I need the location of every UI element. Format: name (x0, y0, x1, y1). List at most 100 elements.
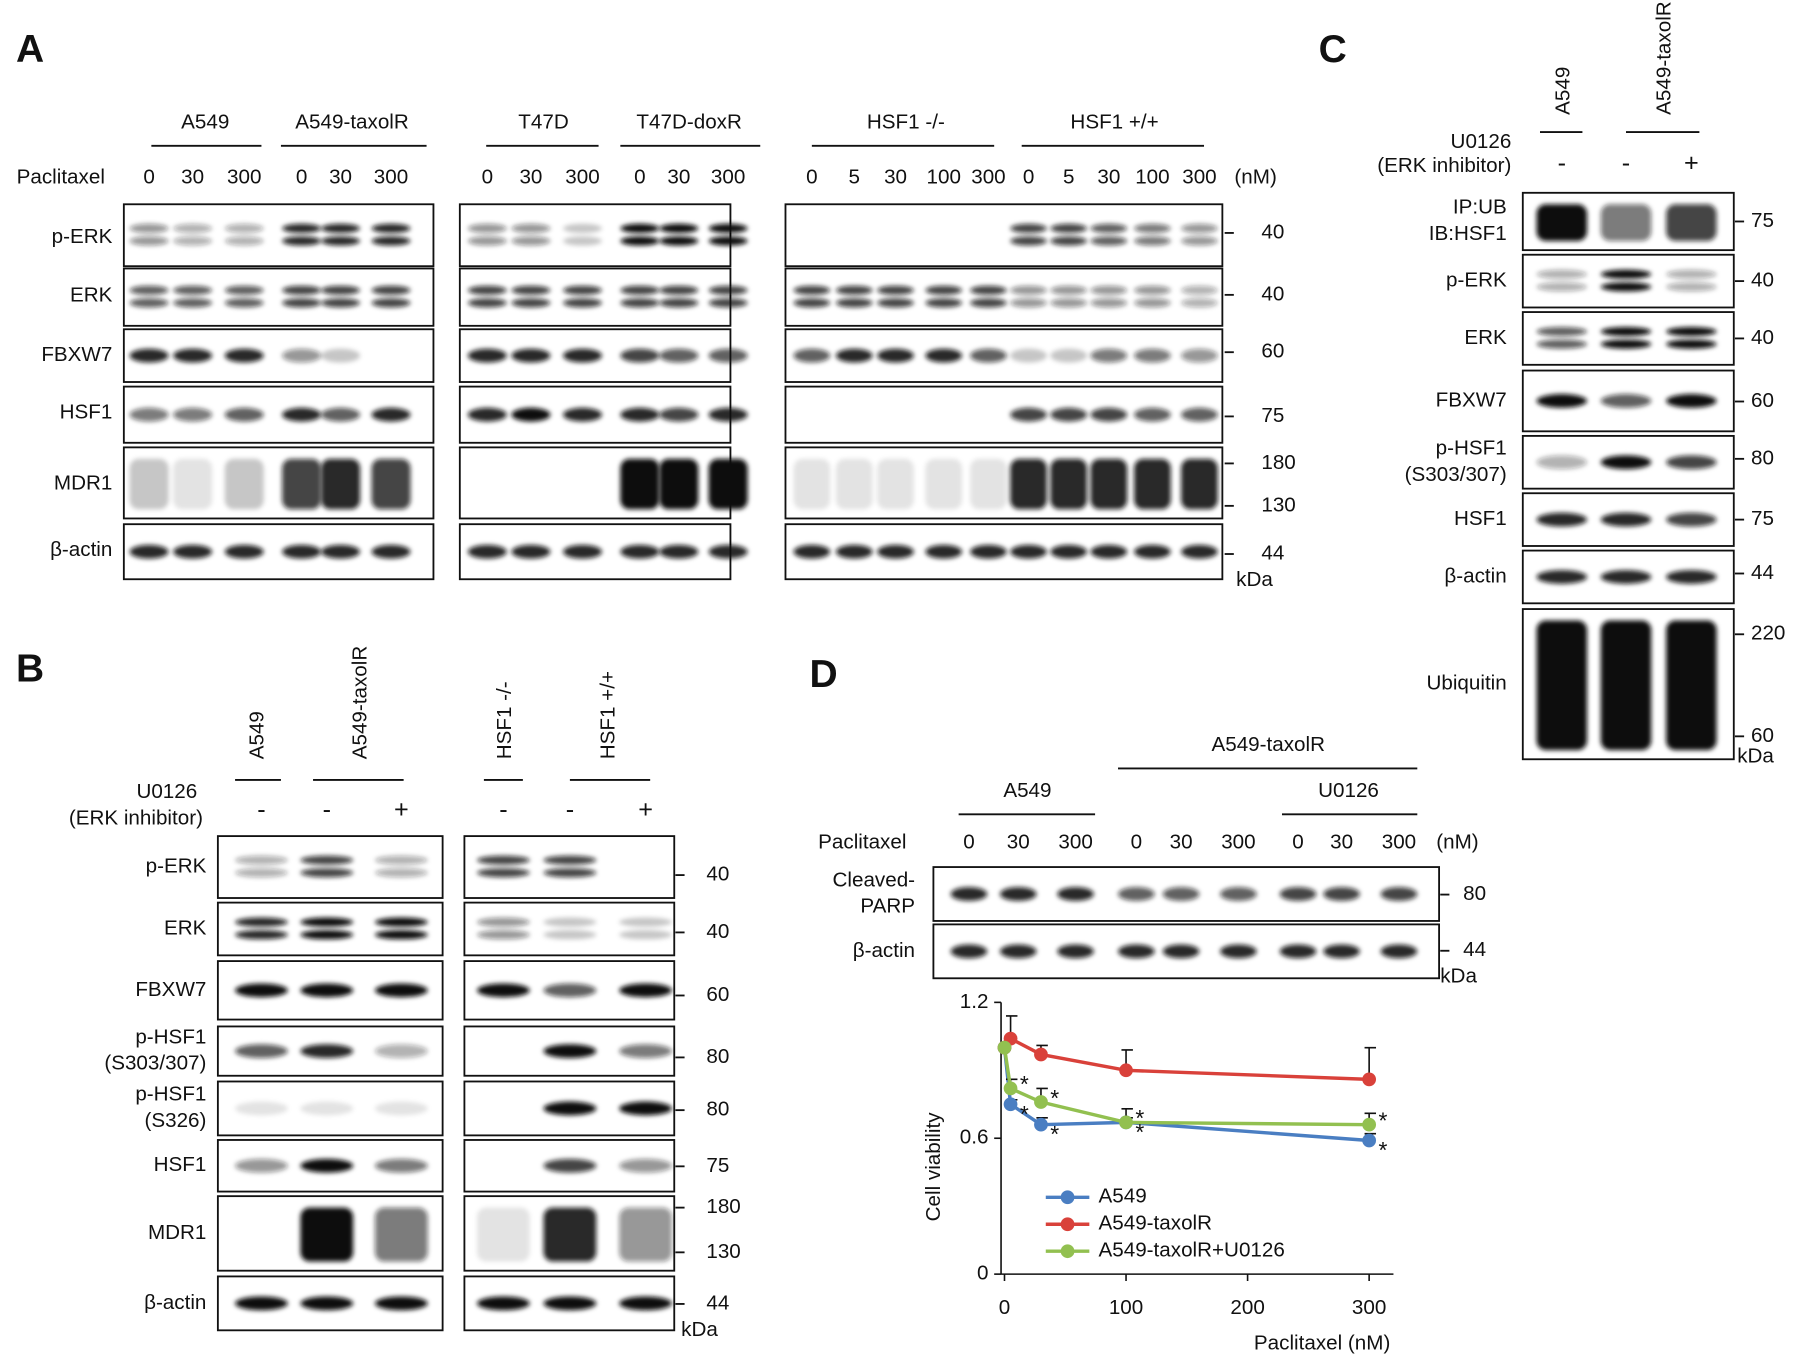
band (1050, 348, 1088, 363)
legend-marker (1060, 1217, 1075, 1232)
panel-label: B (16, 647, 44, 690)
band (282, 223, 322, 233)
band (477, 868, 530, 878)
row-label: FBXW7 (41, 343, 112, 366)
sign: - (257, 796, 265, 824)
band-smear (371, 458, 411, 510)
band (1162, 944, 1200, 959)
band (925, 348, 963, 363)
band (1600, 282, 1652, 292)
band (563, 407, 603, 422)
row-label: FBXW7 (1436, 388, 1507, 411)
dose-label: 300 (227, 165, 261, 188)
band (1090, 236, 1128, 246)
band (999, 944, 1037, 959)
band (224, 285, 264, 295)
dose-label: 300 (565, 165, 599, 188)
band (877, 285, 914, 295)
band (173, 298, 213, 308)
marker-label: 80 (1463, 882, 1486, 905)
dose-label: 300 (1382, 830, 1416, 853)
band-smear (835, 458, 873, 510)
band (300, 930, 354, 940)
treatment-label: Paclitaxel (818, 830, 906, 853)
band (1181, 236, 1218, 246)
band (1600, 269, 1652, 279)
band (1600, 326, 1652, 337)
band (511, 223, 551, 233)
row-label: p-ERK (52, 225, 113, 248)
band (173, 223, 213, 233)
band (708, 544, 748, 559)
band (543, 868, 597, 878)
band (1279, 944, 1317, 959)
band (224, 236, 264, 246)
band (477, 855, 530, 865)
band (467, 298, 507, 308)
inhibitor-label: (ERK inhibitor) (69, 806, 203, 829)
group-label: A549-taxolR (1211, 733, 1325, 756)
band (1600, 394, 1652, 408)
band (1181, 407, 1218, 422)
marker-label: 40 (1751, 269, 1774, 292)
dose-label: 5 (849, 165, 860, 188)
band-smear (374, 1207, 428, 1262)
blot-frame (216, 901, 444, 957)
dose-label: 30 (519, 165, 542, 188)
data-point (1003, 1097, 1018, 1112)
band (563, 285, 603, 295)
band (1220, 887, 1257, 901)
x-tick-label: 200 (1230, 1296, 1264, 1319)
panel-label: D (810, 653, 838, 696)
band (708, 348, 748, 363)
band (282, 298, 322, 308)
dose-label: 300 (374, 165, 408, 188)
data-point (1119, 1063, 1133, 1078)
significance-mark: * (1378, 1107, 1387, 1133)
band (659, 236, 699, 246)
dose-label: 30 (1170, 830, 1193, 853)
band-smear (619, 1207, 672, 1262)
row-label: HSF1 (1454, 507, 1507, 530)
dose-label: 0 (482, 165, 493, 188)
group-label: A549-taxolR (349, 646, 372, 760)
band (511, 285, 551, 295)
marker-label: 80 (706, 1098, 729, 1121)
band (1090, 298, 1128, 308)
band (1010, 298, 1047, 308)
band (235, 1158, 288, 1173)
blot-frame (122, 203, 435, 268)
band (477, 983, 530, 998)
dose-label: 30 (181, 165, 204, 188)
band (374, 930, 428, 940)
band (371, 544, 411, 559)
band (619, 1158, 672, 1173)
blot-frame (458, 203, 732, 268)
band (1536, 269, 1588, 279)
band (925, 544, 963, 559)
band (467, 348, 507, 363)
marker-label: 75 (1751, 209, 1774, 232)
row-label: Ubiquitin (1426, 672, 1506, 695)
band-smear (659, 458, 699, 510)
row-label: IP:UB (1453, 196, 1507, 219)
dose-label: 5 (1063, 165, 1074, 188)
band-smear (300, 1207, 354, 1262)
band (374, 1101, 428, 1116)
band (793, 348, 831, 363)
band (374, 1044, 428, 1058)
marker-label: 180 (1261, 451, 1295, 474)
dose-label: 0 (634, 165, 645, 188)
panel-label: C (1319, 28, 1347, 71)
sign: - (323, 796, 331, 824)
row-label: p-ERK (146, 855, 207, 878)
band (235, 855, 288, 865)
marker-label: 80 (1751, 446, 1774, 469)
group-label: T47D (518, 110, 568, 133)
marker-unit: kDa (1236, 568, 1273, 591)
band (129, 236, 169, 246)
band (708, 298, 748, 308)
band (1134, 348, 1171, 363)
row-label: MDR1 (54, 472, 112, 495)
band (1010, 285, 1047, 295)
